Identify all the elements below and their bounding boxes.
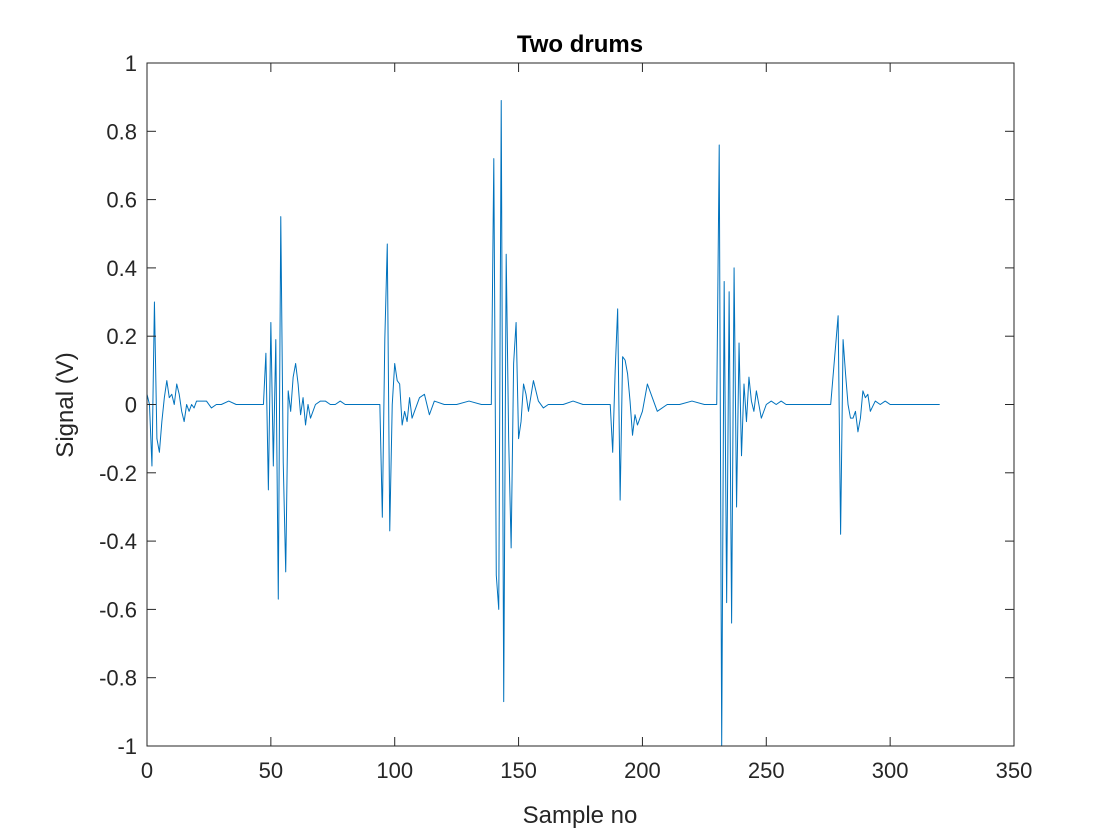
y-tick-label: 1 xyxy=(125,51,137,76)
y-tick-label: -0.8 xyxy=(99,666,137,691)
x-tick-label: 200 xyxy=(624,758,661,783)
y-tick-label: -1 xyxy=(117,734,137,759)
y-tick-label: 0 xyxy=(125,393,137,418)
x-tick-label: 250 xyxy=(748,758,785,783)
series-line-signal xyxy=(146,100,940,747)
y-tick-label: -0.6 xyxy=(99,597,137,622)
chart-title: Two drums xyxy=(517,31,643,58)
y-tick-label: 0.2 xyxy=(106,324,137,349)
x-tick-label: 150 xyxy=(500,758,537,783)
y-tick-label: -0.4 xyxy=(99,529,137,554)
y-tick-label: 0.4 xyxy=(106,256,137,281)
y-tick-label: -0.2 xyxy=(99,461,137,486)
y-tick-label: 0.6 xyxy=(106,188,137,213)
x-axis-label: Sample no xyxy=(523,802,638,829)
x-tick-label: 300 xyxy=(872,758,909,783)
x-tick-label: 350 xyxy=(996,758,1033,783)
y-tick-label: 0.8 xyxy=(106,119,137,144)
plot-area xyxy=(147,63,1014,746)
ticks-layer: 0 50 100 150 200 250 300 350 -1 -0.8 -0.6 -0.4 -0.2 0… xyxy=(99,51,1032,783)
x-tick-label: 100 xyxy=(376,758,413,783)
series-layer xyxy=(146,100,940,747)
x-tick-label: 0 xyxy=(141,758,153,783)
x-tick-label: 50 xyxy=(259,758,283,783)
y-axis-label: Signal (V) xyxy=(52,352,79,457)
